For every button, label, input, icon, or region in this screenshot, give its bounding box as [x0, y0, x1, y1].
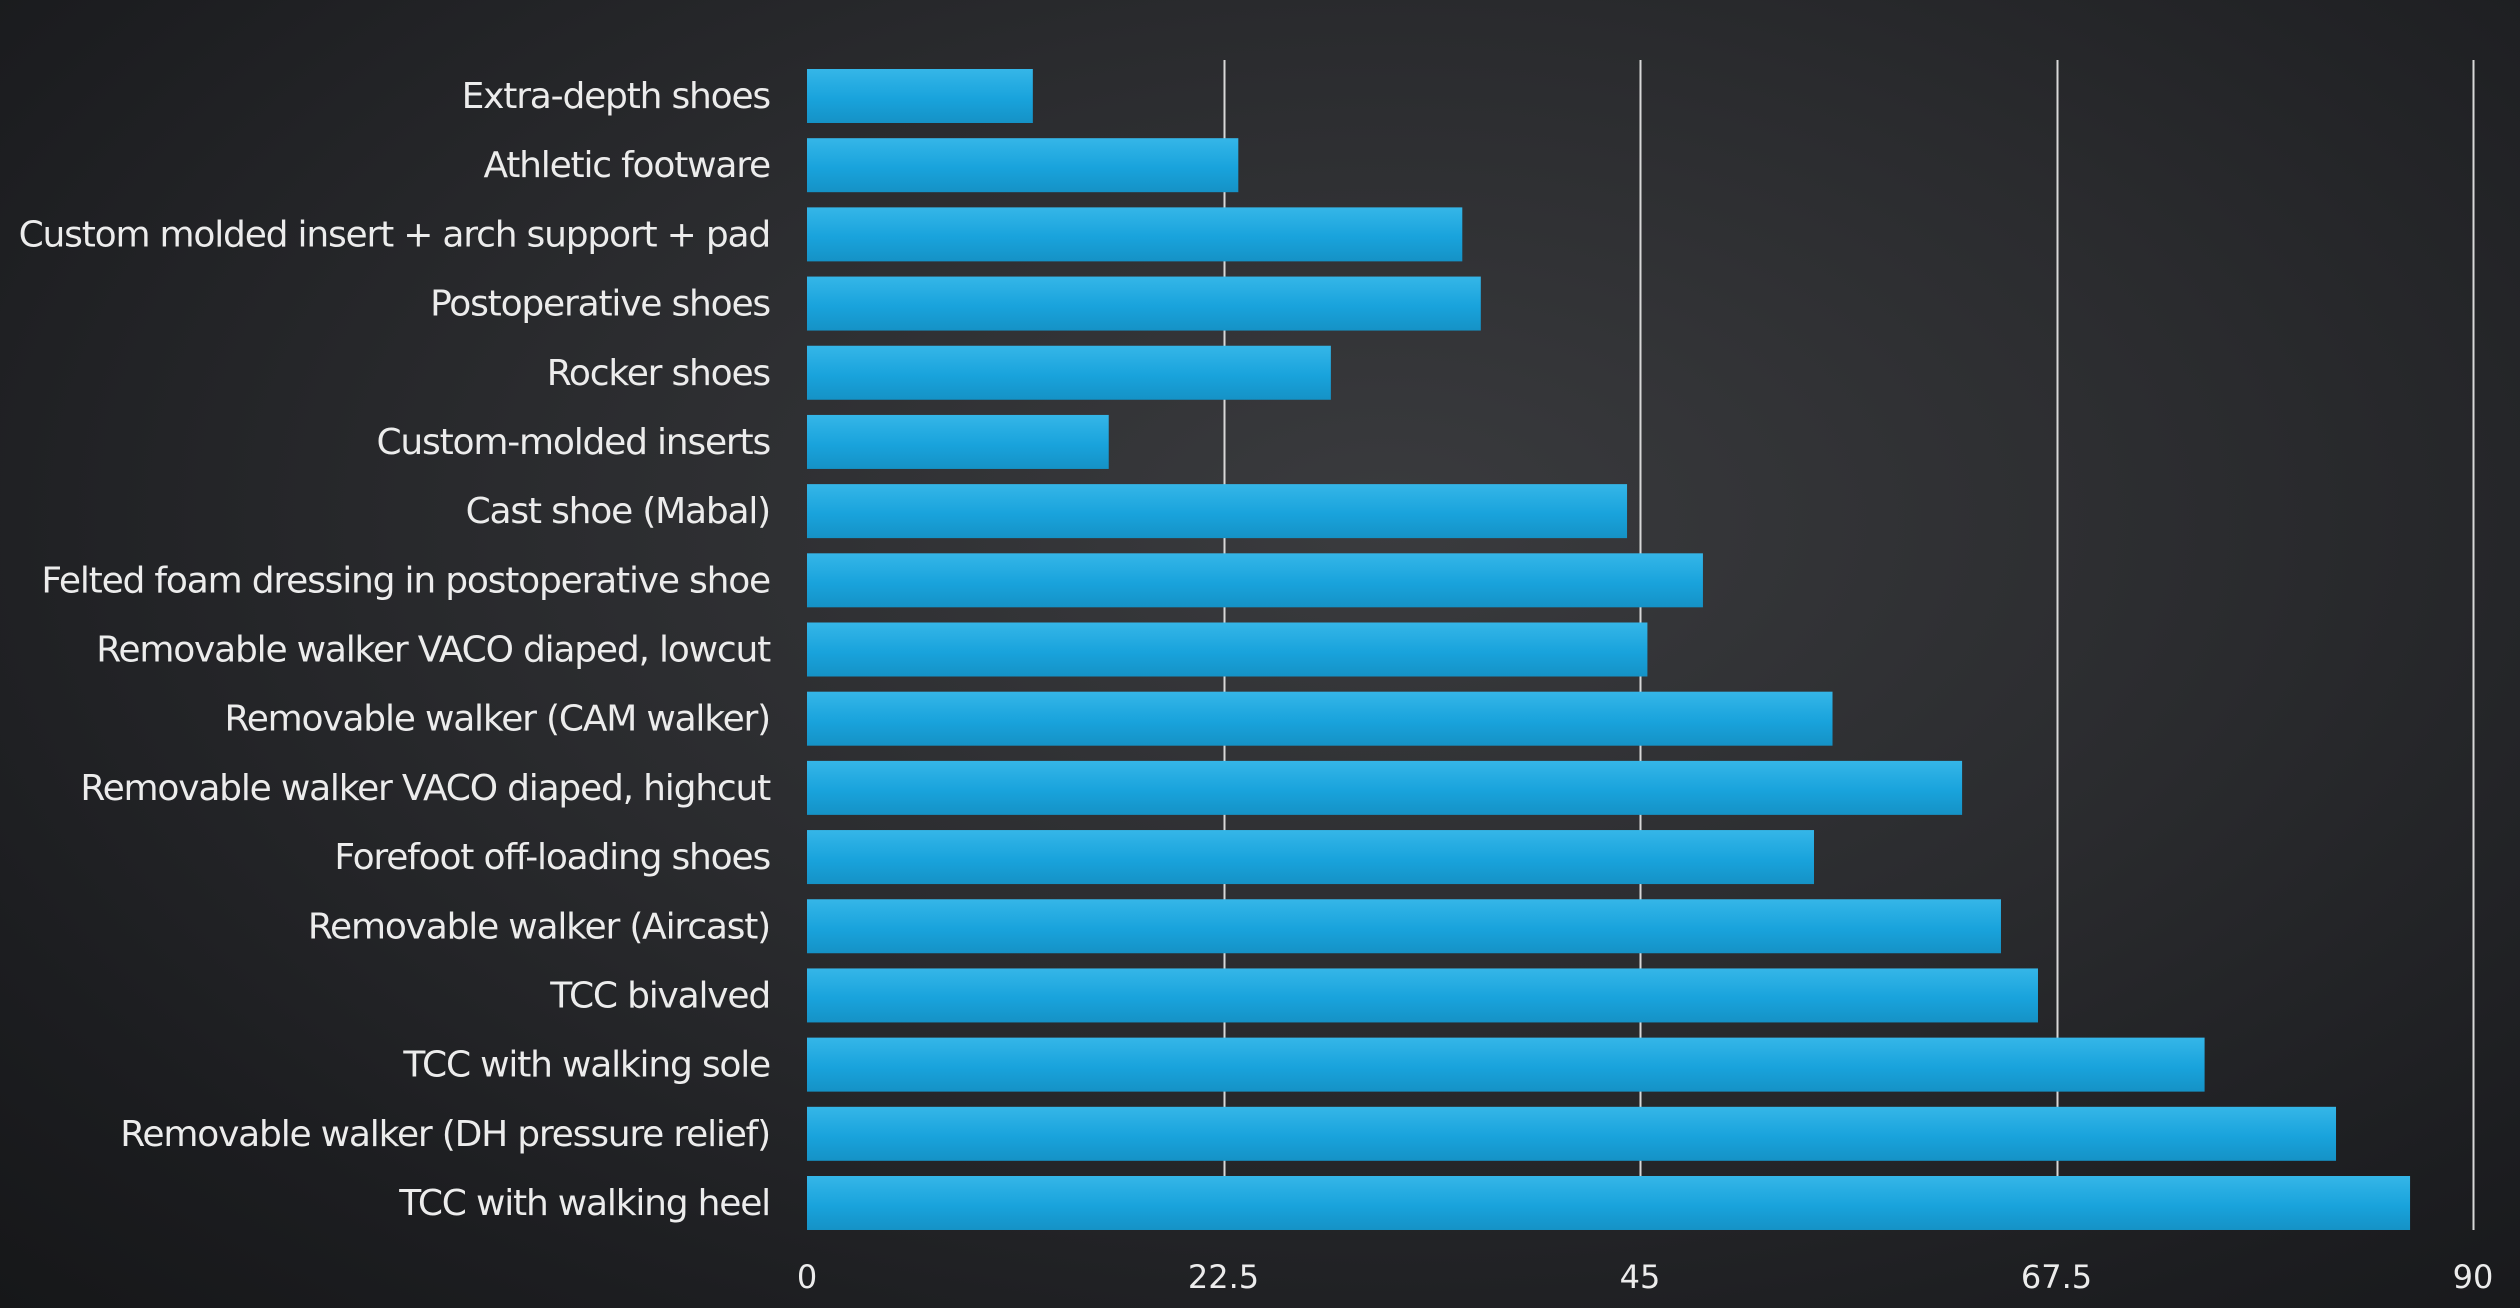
- bar-13: [807, 968, 2038, 1022]
- bar-8: [807, 623, 1647, 677]
- category-label: Forefoot off-loading shoes: [334, 837, 770, 878]
- category-label: TCC bivalved: [549, 975, 770, 1016]
- category-label: Removable walker VACO diaped, highcut: [80, 768, 771, 809]
- bar-15: [807, 1107, 2336, 1161]
- x-tick-label: 0: [797, 1258, 817, 1296]
- category-label: Rocker shoes: [547, 353, 770, 394]
- category-label: Removable walker VACO diaped, lowcut: [96, 630, 771, 671]
- category-label: Removable walker (DH pressure relief): [120, 1114, 770, 1155]
- bar-7: [807, 553, 1703, 607]
- bar-6: [807, 484, 1627, 538]
- category-label: Removable walker (Aircast): [308, 906, 770, 947]
- bar-14: [807, 1038, 2205, 1092]
- category-label: Cast shoe (Mabal): [466, 491, 770, 532]
- category-labels: Extra-depth shoes Athletic footware Custom…: [19, 76, 771, 1224]
- bar-3: [807, 277, 1481, 331]
- category-label: Extra-depth shoes: [462, 76, 770, 117]
- category-label: Postoperative shoes: [430, 284, 770, 325]
- bar-1: [807, 138, 1238, 192]
- category-label: Custom-molded inserts: [377, 422, 771, 463]
- bars: [807, 69, 2410, 1230]
- category-label: TCC with walking heel: [398, 1183, 770, 1224]
- x-tick-label: 90: [2453, 1258, 2494, 1296]
- bar-12: [807, 899, 2001, 953]
- x-axis-tick-labels: 0 22.5 45 67.5 90: [797, 1258, 2494, 1296]
- bar-9: [807, 692, 1833, 746]
- bar-2: [807, 207, 1462, 261]
- bar-4: [807, 346, 1331, 400]
- bar-16: [807, 1176, 2410, 1230]
- category-label: Removable walker (CAM walker): [225, 699, 771, 740]
- bar-5: [807, 415, 1109, 469]
- category-label: Custom molded insert + arch support + pa…: [19, 214, 770, 255]
- x-tick-label: 67.5: [2021, 1258, 2092, 1296]
- bar-11: [807, 830, 1814, 884]
- bar-10: [807, 761, 1962, 815]
- category-label: Athletic footware: [483, 145, 770, 186]
- x-tick-label: 22.5: [1188, 1258, 1259, 1296]
- category-label: Felted foam dressing in postoperative sh…: [41, 560, 770, 601]
- x-tick-label: 45: [1620, 1258, 1661, 1296]
- bar-0: [807, 69, 1033, 123]
- category-label: TCC with walking sole: [402, 1045, 770, 1086]
